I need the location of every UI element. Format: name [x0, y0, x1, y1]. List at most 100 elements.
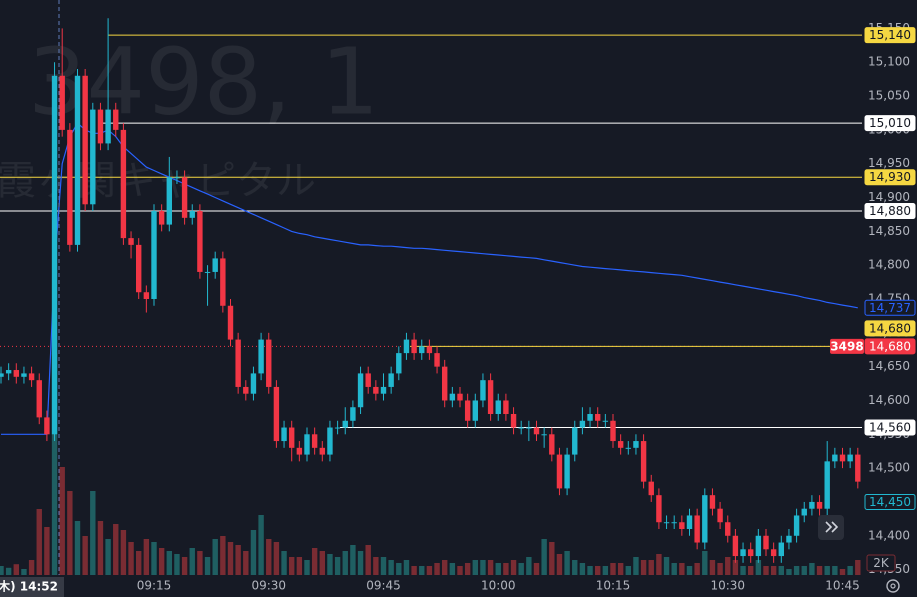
- candle-body: [602, 420, 609, 422]
- volume-bar: [472, 560, 478, 575]
- volume-bar: [587, 566, 593, 575]
- candle-body: [556, 454, 563, 489]
- volume-bar: [709, 560, 716, 575]
- candle-body: [365, 373, 371, 387]
- volume-layer: [0, 353, 861, 575]
- candle-body: [74, 75, 81, 245]
- candle-body: [442, 366, 448, 401]
- candle-body: [725, 522, 731, 536]
- volume-bar: [189, 548, 195, 575]
- candle-body: [740, 549, 746, 557]
- volume-bar: [396, 563, 402, 575]
- volume-bar: [419, 566, 425, 575]
- candle-body: [97, 109, 104, 144]
- candle-body: [227, 305, 234, 340]
- candle-body: [809, 501, 815, 509]
- candle-body: [113, 109, 119, 130]
- candle-body: [480, 380, 486, 401]
- volume-bar: [273, 542, 280, 575]
- volume-bar: [541, 539, 547, 575]
- volume-bar: [617, 563, 624, 575]
- volume-bar: [120, 530, 127, 575]
- candle-body: [541, 434, 547, 436]
- volume-bar: [59, 467, 65, 575]
- candle-body: [464, 400, 471, 421]
- volume-bar: [21, 569, 27, 575]
- volume-bar: [51, 353, 58, 575]
- volume-bar: [549, 542, 555, 575]
- candle-body: [748, 549, 754, 557]
- volume-bar: [304, 560, 310, 575]
- volume-bar: [457, 566, 463, 575]
- candle-body: [503, 400, 509, 414]
- last-price-tag: 14,450: [869, 495, 911, 509]
- volume-bar: [235, 545, 241, 575]
- level-tag-box: [864, 203, 916, 220]
- volume-bar: [847, 566, 853, 575]
- volume-bar: [442, 560, 448, 575]
- candle-body: [266, 339, 272, 387]
- x-tick-label: 10:45: [825, 579, 860, 593]
- volume-bar: [824, 566, 830, 575]
- y-tick-label: 15,050: [868, 89, 910, 103]
- volume-bar: [671, 563, 677, 575]
- candle-body: [411, 339, 417, 354]
- volume-bar: [90, 491, 96, 575]
- candle-body: [174, 177, 180, 179]
- volume-bar: [28, 560, 35, 575]
- candle-body: [487, 380, 494, 414]
- candle-body: [258, 339, 264, 374]
- volume-bar: [319, 551, 325, 575]
- volume-bar: [793, 566, 800, 575]
- candle-body: [59, 75, 65, 130]
- scroll-button[interactable]: [818, 515, 844, 540]
- candle-body: [855, 454, 861, 482]
- candle-body: [656, 495, 662, 523]
- volume-bar: [694, 563, 700, 575]
- volume-bar: [388, 560, 394, 575]
- candle-body: [36, 380, 42, 418]
- candle-body: [434, 353, 440, 367]
- candle-body: [396, 353, 402, 374]
- level-tag: 14,680: [869, 321, 911, 335]
- candle-body: [51, 75, 58, 435]
- volume-bar: [717, 563, 723, 575]
- candle-body: [357, 373, 364, 408]
- volume-bar: [44, 527, 50, 575]
- candle-body: [671, 522, 677, 524]
- candle-body: [342, 420, 348, 428]
- candle-body: [158, 211, 165, 225]
- candle-body: [105, 109, 111, 144]
- volume-tick-label: 2K: [873, 556, 890, 570]
- volume-bar: [97, 521, 104, 575]
- y-tick-label: 14,600: [868, 393, 910, 407]
- candle-body: [686, 515, 693, 529]
- y-tick-label: 14,950: [868, 156, 910, 170]
- volume-bar: [656, 554, 662, 575]
- settings-button[interactable]: [886, 579, 900, 593]
- candle-body: [21, 373, 27, 377]
- volume-bar: [449, 563, 456, 575]
- volume-bar: [212, 539, 218, 575]
- candle-body: [281, 427, 287, 442]
- candle-body: [457, 393, 463, 401]
- candle-body: [166, 177, 172, 225]
- volume-bar: [411, 566, 417, 575]
- level-tag-box: [864, 27, 916, 44]
- candle-body: [510, 414, 517, 428]
- candle-body: [28, 373, 35, 381]
- level-tag-box: [864, 169, 916, 186]
- candle-body: [212, 258, 218, 272]
- volume-bar: [686, 566, 693, 575]
- x-tick-label: 10:00: [481, 579, 516, 593]
- line-value-tag: 14,737: [869, 301, 911, 315]
- candle-body: [197, 211, 203, 272]
- volume-bar: [610, 563, 616, 575]
- volume-bar: [702, 551, 708, 575]
- volume-bar: [82, 536, 88, 575]
- y-tick-label: 14,800: [868, 258, 910, 272]
- candle-body: [67, 129, 73, 245]
- candle-body: [403, 339, 410, 354]
